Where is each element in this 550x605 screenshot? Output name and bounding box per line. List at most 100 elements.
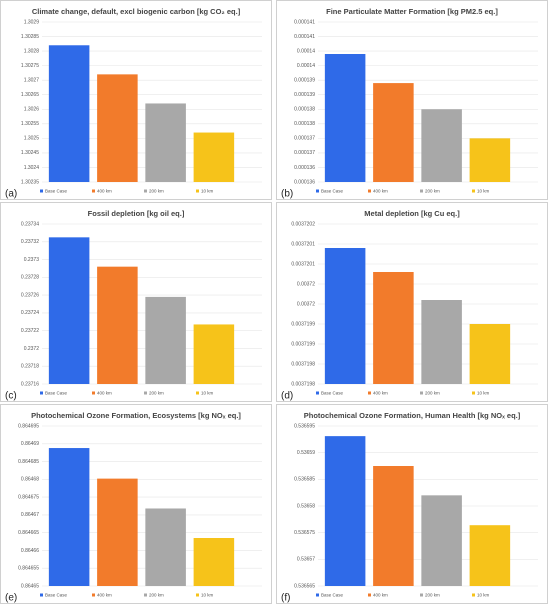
chart-panel: Metal depletion [kg Cu eq.] 0.0037198 0.00… bbox=[276, 202, 548, 402]
y-tick-label: 0.86466 bbox=[21, 548, 39, 554]
legend-label: 10 km bbox=[477, 188, 490, 193]
legend-swatch bbox=[40, 593, 43, 597]
legend-swatch bbox=[472, 189, 475, 193]
legend-swatch bbox=[196, 593, 199, 597]
chart-panel: Climate change, default, excl biogenic c… bbox=[0, 0, 272, 200]
y-tick-label: 0.000139 bbox=[294, 78, 315, 84]
y-tick-label: 0.00372 bbox=[297, 301, 315, 307]
legend-swatch bbox=[420, 593, 423, 597]
legend-swatch bbox=[144, 189, 147, 193]
legend-swatch bbox=[40, 391, 43, 395]
bar bbox=[145, 296, 186, 384]
bar bbox=[324, 54, 366, 182]
bar bbox=[193, 132, 235, 182]
y-tick-label: 0.53659 bbox=[297, 450, 315, 456]
bar bbox=[469, 525, 511, 586]
y-tick-label: 1.3029 bbox=[24, 19, 40, 25]
bar bbox=[469, 324, 511, 384]
panel-label: (f) bbox=[281, 593, 290, 604]
chart-title: Fine Particulate Matter Formation [kg PM… bbox=[326, 7, 498, 16]
bar bbox=[193, 324, 235, 384]
bar bbox=[373, 466, 414, 586]
chart-title: Photochemical Ozone Formation, Human Hea… bbox=[304, 411, 521, 420]
y-tick-label: 0.000136 bbox=[294, 165, 315, 171]
chart-title: Fossil depletion [kg oil eq.] bbox=[88, 209, 185, 218]
bar bbox=[421, 495, 462, 586]
y-tick-label: 1.3026 bbox=[24, 107, 40, 113]
y-tick-label: 0.864685 bbox=[18, 459, 39, 465]
y-tick-label: 0.864695 bbox=[18, 423, 39, 429]
y-tick-label: 0.0037198 bbox=[291, 381, 315, 387]
y-tick-label: 1.30235 bbox=[21, 179, 39, 185]
y-tick-label: 0.86467 bbox=[21, 512, 39, 518]
y-tick-label: 0.23722 bbox=[21, 328, 39, 334]
bar bbox=[145, 103, 186, 182]
legend-swatch bbox=[368, 391, 371, 395]
legend-swatch bbox=[368, 189, 371, 193]
y-tick-label: 0.00014 bbox=[297, 48, 315, 54]
y-tick-label: 0.0037199 bbox=[291, 321, 315, 327]
legend-label: 400 km bbox=[373, 188, 388, 193]
y-tick-label: 0.864655 bbox=[18, 566, 39, 572]
y-tick-label: 0.000141 bbox=[294, 19, 315, 25]
legend-label: 10 km bbox=[201, 188, 214, 193]
legend-label: 200 km bbox=[149, 188, 164, 193]
bar bbox=[97, 266, 138, 384]
legend-swatch bbox=[472, 391, 475, 395]
y-tick-label: 0.000138 bbox=[294, 107, 315, 113]
chart-panel: Fossil depletion [kg oil eq.] 0.23716 0.23… bbox=[0, 202, 272, 402]
bar bbox=[145, 508, 186, 586]
y-tick-label: 1.30285 bbox=[21, 34, 39, 40]
y-tick-label: 0.000137 bbox=[294, 150, 315, 156]
legend-label: 10 km bbox=[201, 592, 214, 597]
legend-swatch bbox=[144, 391, 147, 395]
bar bbox=[48, 45, 90, 182]
bar bbox=[97, 74, 138, 182]
y-tick-label: 1.30245 bbox=[21, 150, 39, 156]
legend-label: Base Case bbox=[321, 592, 344, 597]
bar bbox=[324, 248, 366, 384]
y-tick-label: 1.3025 bbox=[24, 136, 40, 142]
y-tick-label: 1.3024 bbox=[24, 165, 40, 171]
legend-label: 400 km bbox=[373, 390, 388, 395]
y-tick-label: 1.3027 bbox=[24, 78, 40, 84]
y-tick-label: 0.536595 bbox=[294, 423, 315, 429]
y-tick-label: 1.30255 bbox=[21, 121, 39, 127]
legend-label: 400 km bbox=[373, 592, 388, 597]
legend-swatch bbox=[420, 189, 423, 193]
legend-label: Base Case bbox=[45, 188, 68, 193]
y-tick-label: 0.0037198 bbox=[291, 361, 315, 367]
chart-panel: Fine Particulate Matter Formation [kg PM… bbox=[276, 0, 548, 200]
legend-label: 400 km bbox=[97, 592, 112, 597]
chart-title: Photochemical Ozone Formation, Ecosystem… bbox=[31, 411, 241, 420]
y-tick-label: 0.0037202 bbox=[291, 221, 315, 227]
bar bbox=[421, 300, 462, 384]
y-tick-label: 0.53658 bbox=[297, 503, 315, 509]
y-tick-label: 0.536585 bbox=[294, 477, 315, 483]
y-tick-label: 0.23732 bbox=[21, 239, 39, 245]
legend-swatch bbox=[144, 593, 147, 597]
y-tick-label: 0.86465 bbox=[21, 583, 39, 589]
chart-panel: Photochemical Ozone Formation, Ecosystem… bbox=[0, 404, 272, 604]
y-tick-label: 0.864665 bbox=[18, 530, 39, 536]
y-tick-label: 0.53657 bbox=[297, 557, 315, 563]
panel-label: (c) bbox=[5, 391, 17, 402]
legend-label: 200 km bbox=[149, 390, 164, 395]
y-tick-label: 0.0037201 bbox=[291, 241, 315, 247]
y-tick-label: 0.23734 bbox=[21, 221, 39, 227]
y-tick-label: 1.3028 bbox=[24, 48, 40, 54]
legend-swatch bbox=[472, 593, 475, 597]
legend-swatch bbox=[316, 593, 319, 597]
y-tick-label: 0.00014 bbox=[297, 63, 315, 69]
legend-swatch bbox=[196, 391, 199, 395]
legend-label: Base Case bbox=[45, 390, 68, 395]
bar bbox=[469, 138, 511, 182]
chart-title: Climate change, default, excl biogenic c… bbox=[32, 7, 241, 16]
legend-swatch bbox=[92, 593, 95, 597]
legend-swatch bbox=[196, 189, 199, 193]
legend-label: 10 km bbox=[201, 390, 214, 395]
legend-swatch bbox=[92, 189, 95, 193]
y-tick-label: 0.23726 bbox=[21, 292, 39, 298]
y-tick-label: 0.000139 bbox=[294, 92, 315, 98]
